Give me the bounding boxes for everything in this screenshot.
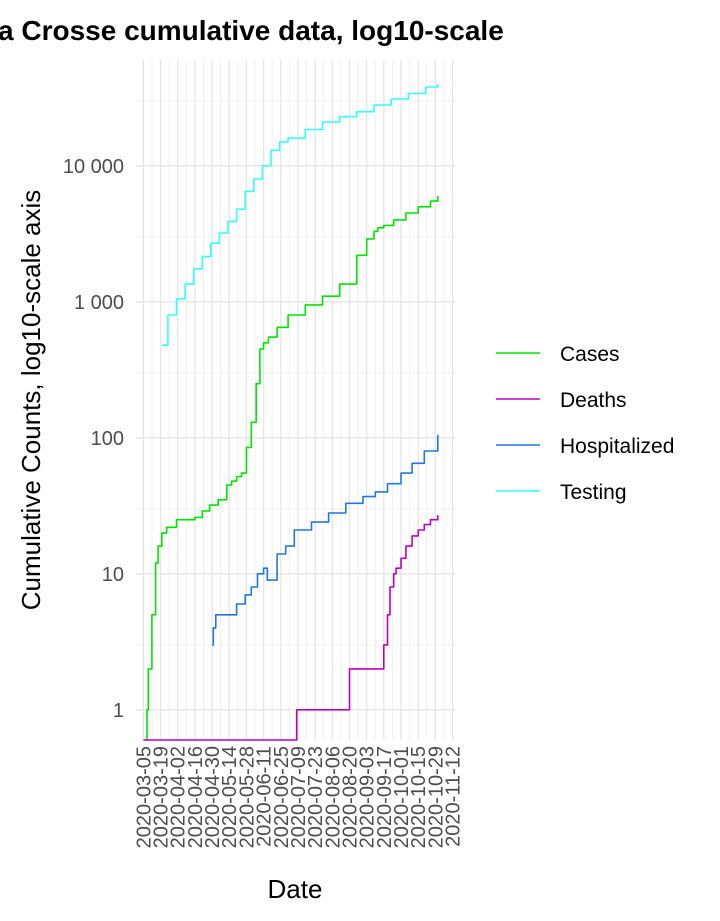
x-tick-label: 2020-09-03 bbox=[357, 746, 379, 848]
x-tick-label: 2020-09-17 bbox=[374, 746, 396, 848]
x-tick-label: 2020-11-12 bbox=[443, 746, 465, 847]
x-tick-label: 2020-05-28 bbox=[236, 746, 258, 848]
x-tick-label: 2020-06-25 bbox=[271, 746, 293, 848]
x-tick-label: 2020-10-01 bbox=[391, 746, 413, 848]
x-tick-label: 2020-08-20 bbox=[339, 746, 361, 848]
x-tick-label: 2020-07-23 bbox=[305, 746, 327, 848]
y-tick-label: 100 bbox=[91, 428, 124, 450]
series-line-deaths bbox=[143, 515, 439, 741]
y-axis-title: Cumulative Counts, log10-scale axis bbox=[16, 190, 46, 611]
x-axis-title: Date bbox=[268, 874, 323, 904]
legend-label-cases: Cases bbox=[560, 343, 620, 366]
legend-label-hospitalized: Hospitalized bbox=[560, 435, 674, 458]
series-line-cases bbox=[144, 196, 439, 741]
y-tick-label: 10 000 bbox=[63, 156, 124, 178]
y-tick-label: 1 000 bbox=[74, 292, 124, 314]
x-tick-label: 2020-04-30 bbox=[202, 746, 224, 848]
legend-label-testing: Testing bbox=[560, 481, 627, 504]
y-tick-label: 10 bbox=[102, 564, 124, 586]
x-tick-label: 2020-05-14 bbox=[219, 746, 241, 848]
x-tick-label: 2020-04-16 bbox=[185, 746, 207, 848]
grid bbox=[136, 60, 455, 740]
y-tick-label: 1 bbox=[113, 700, 124, 722]
legend: Cases Deaths Hospitalized Testing bbox=[496, 343, 674, 504]
y-axis-ticks: 1 10 100 1 000 10 000 bbox=[63, 156, 124, 722]
x-tick-label: 2020-03-05 bbox=[133, 746, 155, 848]
x-tick-label: 2020-10-29 bbox=[425, 746, 447, 848]
x-tick-label: 2020-03-19 bbox=[151, 746, 173, 848]
chart-title: a Crosse cumulative data, log10-scale bbox=[0, 15, 504, 46]
series-lines bbox=[143, 83, 439, 741]
x-tick-label: 2020-07-09 bbox=[288, 746, 310, 848]
series-line-testing bbox=[161, 83, 439, 346]
x-tick-label: 2020-06-11 bbox=[254, 746, 276, 847]
x-axis-ticks: 2020-03-052020-03-192020-04-022020-04-16… bbox=[133, 746, 464, 848]
x-tick-label: 2020-04-02 bbox=[168, 746, 190, 848]
series-line-hospitalized bbox=[212, 434, 439, 646]
x-tick-label: 2020-10-15 bbox=[408, 746, 430, 848]
legend-label-deaths: Deaths bbox=[560, 389, 627, 412]
x-tick-label: 2020-08-06 bbox=[322, 746, 344, 848]
